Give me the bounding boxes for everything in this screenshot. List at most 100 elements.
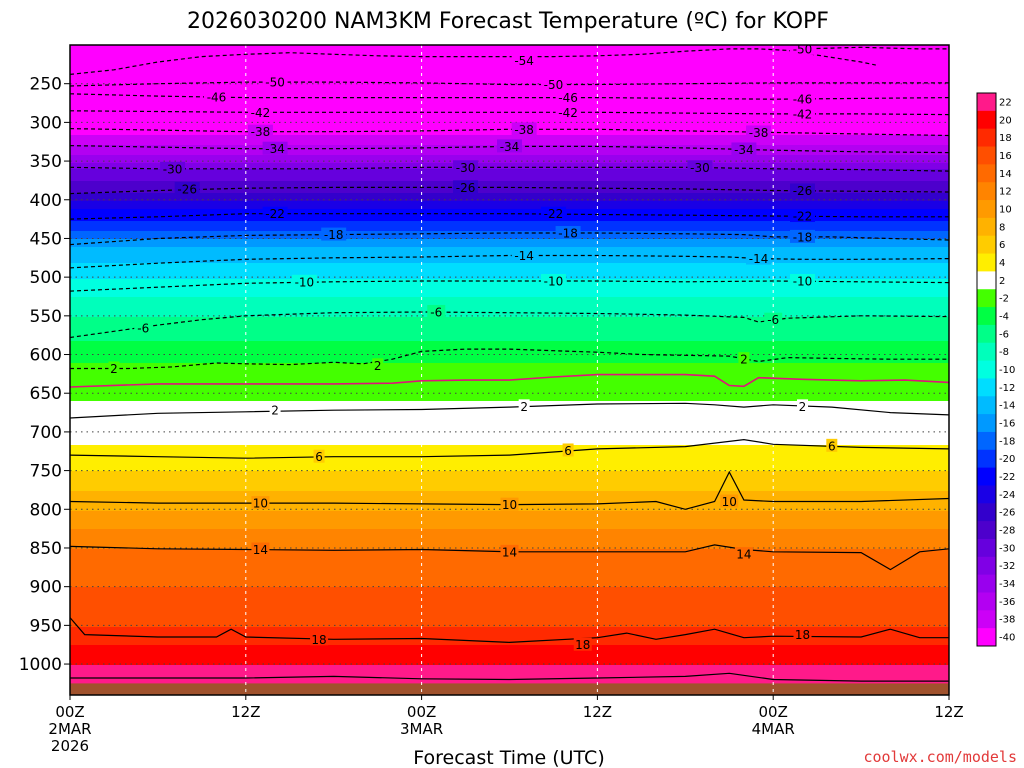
field-band [70,287,949,290]
field-band [70,107,949,110]
field-band [70,561,949,564]
contour-label-bg [247,124,273,138]
colorbar-label: -34 [999,579,1015,590]
colorbar-label: -32 [999,561,1015,572]
field-band [70,279,949,282]
field-band [70,621,949,624]
field-band [70,55,949,58]
colorbar-swatch [977,414,996,433]
field-band [70,161,949,164]
field-band [70,45,949,48]
contour-label-bg [573,637,592,651]
contour-label: -22 [793,210,813,224]
field-band [70,53,949,56]
colorbar-swatch [977,556,996,576]
contour-label-bg [269,403,281,417]
contour-label: -22 [265,207,285,221]
field-band [70,377,949,380]
field-band [70,193,949,196]
field-band [70,111,949,114]
field-band [70,315,949,318]
contour-label-bg [291,274,317,288]
contour-label: -6 [767,313,779,327]
colorbar-label: -20 [999,454,1015,465]
field-band [70,467,949,470]
contour-label: -38 [251,125,271,139]
pressure-axis: 250 300 350 400 450 500 550 600 650 700 750 800 850 9… [19,75,70,675]
field-band [70,177,949,180]
colorbar-swatch [977,146,996,165]
field-band [70,153,949,156]
contour-label: -46 [793,93,813,107]
field-band [70,397,949,400]
field-band [70,657,949,660]
field-band [70,97,949,100]
field-band [70,595,949,598]
field-band [70,357,949,360]
contour-label: -42 [251,106,271,120]
field-band [70,473,949,476]
x-tick-label: 12Z [583,703,612,721]
field-band [70,231,949,234]
field-band [70,323,949,326]
field-band [70,381,949,384]
field-band [70,349,949,352]
contour-label: 14 [502,545,517,559]
contour-label-bg [687,160,713,174]
field-band [70,191,949,194]
x-tick-label: 00Z [759,703,788,721]
contour-label-bg [262,75,288,89]
field-band [70,229,949,232]
field-band [70,605,949,608]
field-band [70,353,949,356]
colorbar-swatch [977,93,996,112]
field-band [70,233,949,236]
field-band [70,75,949,78]
contour-label: 2 [374,359,382,373]
field-band [70,615,949,618]
contour-line [70,438,949,459]
field-band [70,651,949,654]
colorbar-swatch [977,449,996,469]
field-band [70,189,949,192]
field-band [70,479,949,482]
contour-label-bg [427,304,446,318]
field-band [70,271,949,274]
field-band [70,215,949,218]
field-band [70,81,949,84]
contour-label-bg [555,226,581,240]
contour-label-bg [174,181,200,195]
field-band [70,627,949,630]
field-band [70,257,949,260]
field-band [70,239,949,242]
contour-label-bg [734,547,753,561]
x-axis-label: Forecast Time (UTC) [413,747,604,768]
contour-label-bg [453,180,479,194]
field-band [70,121,949,124]
field-band [70,611,949,614]
contour-label-bg [790,92,815,106]
colorbar-label: 14 [999,169,1012,180]
colorbar-label: -30 [999,543,1015,554]
field-band [70,389,949,392]
colorbar-swatch [977,271,996,290]
field-band [70,73,949,76]
contour-label: -22 [544,207,564,221]
field-band [70,171,949,174]
field-band [70,483,949,486]
field-band [70,427,949,430]
contour-label-bg [555,90,581,104]
field-band [70,523,949,526]
y-tick-label: 950 [30,616,62,636]
contour-label: -30 [690,161,710,175]
field-band [70,281,949,284]
colorbar-label: -8 [999,347,1009,358]
field-band [70,535,949,538]
field-band [70,407,949,410]
field-band [70,95,949,98]
contour-label: -26 [177,182,197,196]
field-band [70,345,949,348]
y-tick-label: 550 [30,307,62,327]
field-band [70,593,949,596]
field-band [70,563,949,566]
